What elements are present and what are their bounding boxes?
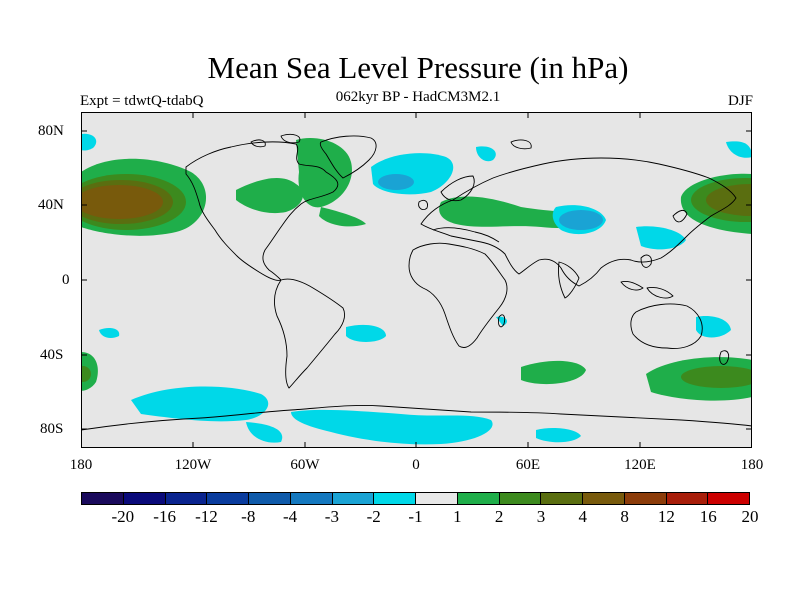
colorbar-label: -4 xyxy=(282,507,298,526)
colorbar-swatch xyxy=(123,493,166,504)
experiment-label: Expt = tdwtQ-tdabQ xyxy=(80,93,204,109)
ytick-80n: 80N xyxy=(38,123,64,139)
anomaly-negative-south xyxy=(99,316,731,445)
colorbar-swatch xyxy=(416,493,458,504)
colorbar-label: -3 xyxy=(324,507,339,526)
xtick-120w: 120W xyxy=(174,457,212,473)
colorbar-label: -8 xyxy=(241,507,256,526)
xtick-60e: 60E xyxy=(515,457,541,473)
colorbar-swatch xyxy=(624,493,667,504)
ytick-80s: 80S xyxy=(40,421,64,437)
colorbar-label: 4 xyxy=(578,507,588,526)
colorbar-swatch xyxy=(666,493,709,504)
colorbar-swatch xyxy=(374,493,416,504)
colorbar-label: -2 xyxy=(366,507,381,526)
colorbar-swatch xyxy=(457,493,500,504)
xtick-0: 0 xyxy=(412,457,420,473)
pressure-map xyxy=(81,112,752,448)
colorbar-swatch xyxy=(82,493,124,504)
colorbar-swatch xyxy=(207,493,249,504)
colorbar-swatch xyxy=(499,493,542,504)
colorbar-label: 8 xyxy=(620,507,629,526)
colorbar xyxy=(81,492,750,505)
anomaly-north-pacific-west xyxy=(81,158,207,236)
colorbar-swatch xyxy=(708,493,749,504)
anomaly-southern-pacific xyxy=(81,352,752,401)
map-title: Mean Sea Level Pressure (in hPa) xyxy=(207,50,629,85)
anomaly-negative-north xyxy=(81,133,752,250)
colorbar-label: -20 xyxy=(111,507,135,526)
coastlines xyxy=(81,133,752,431)
colorbar-swatch xyxy=(249,493,291,504)
model-label: 062kyr BP - HadCM3M2.1 xyxy=(335,89,501,105)
season-label: DJF xyxy=(727,93,753,109)
colorbar-swatch xyxy=(332,493,375,504)
map-ticks xyxy=(81,112,752,448)
ytick-40n: 40N xyxy=(38,197,64,213)
colorbar-label: 20 xyxy=(741,507,759,526)
ytick-40s: 40S xyxy=(40,347,64,363)
colorbar-swatch xyxy=(165,493,208,504)
colorbar-label: -12 xyxy=(195,507,218,526)
xtick-180-west: 180 xyxy=(69,457,93,473)
colorbar-label: -1 xyxy=(408,507,423,526)
colorbar-label: 16 xyxy=(699,507,717,526)
xtick-60w: 60W xyxy=(290,457,320,473)
colorbar-swatch xyxy=(290,493,333,504)
colorbar-label: 2 xyxy=(494,507,504,526)
ytick-0: 0 xyxy=(62,272,70,288)
colorbar-swatch xyxy=(583,493,625,504)
colorbar-label: 3 xyxy=(536,507,546,526)
anomaly-north-atlantic xyxy=(236,138,366,227)
xtick-120e: 120E xyxy=(624,457,656,473)
colorbar-label: -16 xyxy=(153,507,176,526)
xtick-180-east: 180 xyxy=(740,457,764,473)
colorbar-label: 1 xyxy=(453,507,462,526)
anomaly-north-pacific-east xyxy=(680,173,752,234)
colorbar-swatch xyxy=(541,493,583,504)
colorbar-label: 12 xyxy=(657,507,675,526)
